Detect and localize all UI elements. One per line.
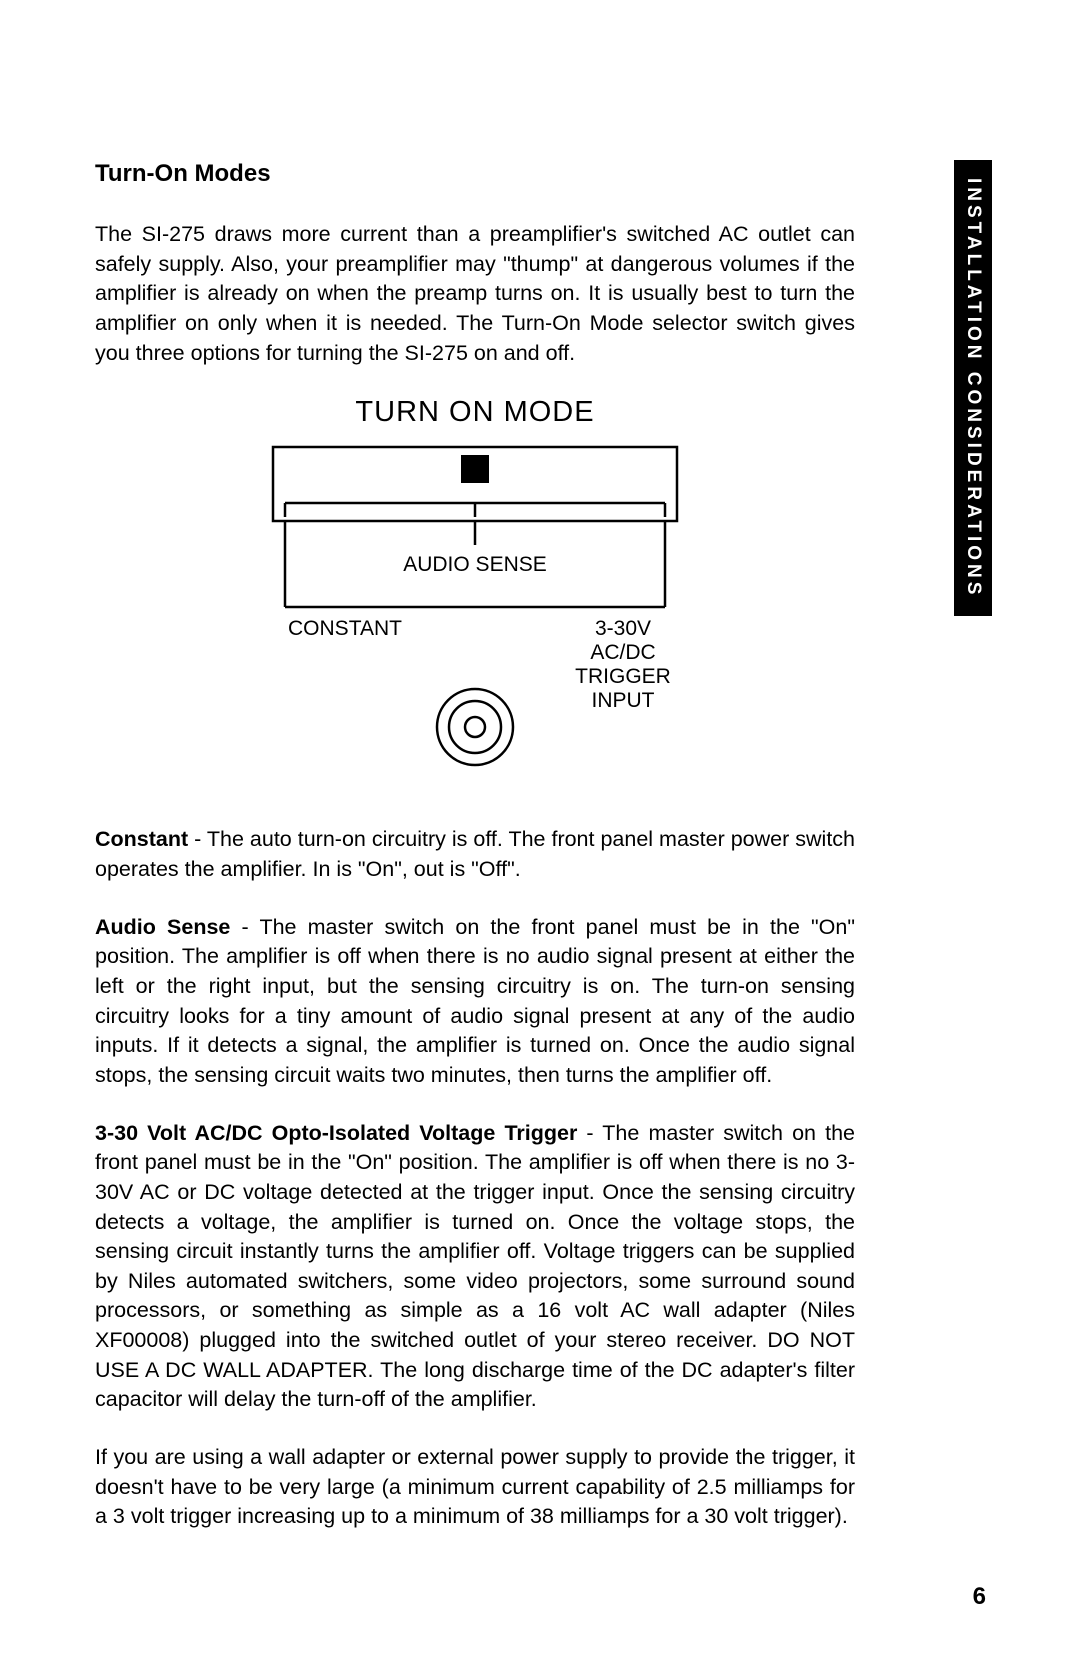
jack-inner [465, 717, 485, 737]
constant-paragraph: Constant - The auto turn-on circuitry is… [95, 825, 855, 884]
intro-paragraph: The SI-275 draws more current than a pre… [95, 220, 855, 368]
section-heading: Turn-On Modes [95, 160, 855, 188]
audio-sense-body: - The master switch on the front panel m… [95, 915, 855, 1087]
voltage-trigger-body: - The master switch on the front panel m… [95, 1121, 855, 1412]
label-trigger-1: 3-30V [595, 617, 651, 640]
switch-knob [461, 455, 489, 483]
label-trigger-4: INPUT [592, 689, 655, 712]
audio-sense-paragraph: Audio Sense - The master switch on the f… [95, 913, 855, 1091]
wall-adapter-paragraph: If you are using a wall adapter or exter… [95, 1443, 855, 1532]
voltage-trigger-paragraph: 3-30 Volt AC/DC Opto-Isolated Voltage Tr… [95, 1119, 855, 1416]
constant-label: Constant [95, 827, 188, 851]
label-constant: CONSTANT [288, 617, 402, 640]
audio-sense-label: Audio Sense [95, 915, 230, 939]
diagram-title: TURN ON MODE [215, 396, 735, 429]
page-content: Turn-On Modes The SI-275 draws more curr… [95, 160, 855, 1560]
jack-mid [449, 701, 501, 753]
page-number: 6 [973, 1583, 986, 1611]
turn-on-mode-diagram: TURN ON MODE AUDIO SENSE CONSTANT 3-30V … [215, 396, 735, 787]
voltage-trigger-label: 3-30 Volt AC/DC Opto-Isolated Voltage Tr… [95, 1121, 577, 1145]
diagram-svg: AUDIO SENSE CONSTANT 3-30V AC/DC TRIGGER… [215, 437, 735, 787]
label-audio-sense: AUDIO SENSE [403, 553, 547, 576]
label-trigger-3: TRIGGER [575, 665, 671, 688]
constant-body: - The auto turn-on circuitry is off. The… [95, 827, 855, 881]
label-trigger-2: AC/DC [590, 641, 655, 664]
side-tab: INSTALLATION CONSIDERATIONS [954, 160, 992, 616]
